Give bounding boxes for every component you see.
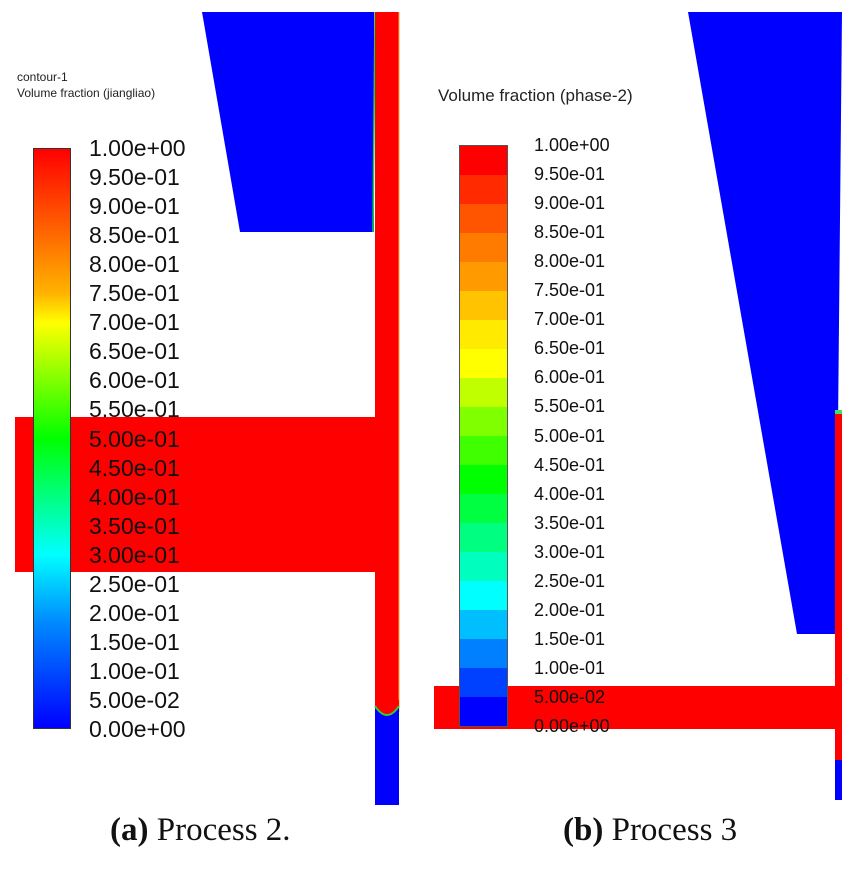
panel-a-contour-geometry (15, 11, 400, 805)
panel-a-colorbar-label: 9.00e-01 (89, 193, 180, 220)
panel-a-colorbar-title: Volume fraction (jiangliao) (17, 86, 156, 100)
caption-b-letter: (b) (563, 812, 604, 848)
panel-a-colorbar-label: 0.00e+00 (89, 716, 186, 742)
panel-b-colorbar-band (460, 175, 507, 204)
panel-a-colorbar-label: 3.50e-01 (89, 512, 180, 539)
panel-b-colorbar-band (460, 552, 507, 581)
panel-a-colorbar-label: 5.50e-01 (89, 396, 180, 423)
panel-b-colorbar-band (460, 146, 507, 175)
panel-b-colorbar-label: 0.00e+00 (534, 716, 610, 736)
panel-a-blue-channel (375, 708, 399, 805)
panel-a-colorbar-label: 2.00e-01 (89, 599, 180, 626)
panel-a-colorbar-label: 5.00e-01 (89, 425, 180, 452)
panel-b-colorbar-label: 2.00e-01 (534, 599, 606, 620)
panel-b-colorbar-label: 2.50e-01 (534, 570, 606, 591)
panel-b-colorbar-band (460, 349, 507, 378)
panel-b-colorbar-band (460, 407, 507, 436)
panel-b-colorbar-band (460, 668, 507, 697)
panel-a-colorbar-label: 2.50e-01 (89, 570, 180, 597)
panel-b-colorbar-label: 5.00e-01 (534, 425, 606, 446)
panel-b-colorbar-band (460, 320, 507, 349)
panel-b-colorbar (459, 145, 508, 727)
panel-b-colorbar-band (460, 378, 507, 407)
panel-b-colorbar-band (460, 262, 507, 291)
panel-b-colorbar-band (460, 465, 507, 494)
panel-a-colorbar-label: 5.00e-02 (89, 686, 180, 713)
panel-b-colorbar-label: 7.00e-01 (534, 309, 606, 330)
panel-b-colorbar-label: 8.00e-01 (534, 251, 606, 272)
panel-b-colorbar-band (460, 639, 507, 668)
panel-b-colorbar-label: 9.50e-01 (534, 164, 606, 185)
panel-b-contour-geometry (434, 12, 842, 800)
panel-a-colorbar-label: 7.50e-01 (89, 280, 180, 307)
caption-a: (a) Process 2. (110, 812, 291, 849)
panel-b-colorbar-label: 8.50e-01 (534, 222, 606, 243)
panel-a-colorbar-label: 4.00e-01 (89, 483, 180, 510)
panel-a-colorbar-label: 7.00e-01 (89, 309, 180, 336)
panel-b-colorbar-label: 1.00e+00 (534, 135, 610, 155)
panel-b-colorbar-band (460, 610, 507, 639)
panel-b-colorbar-label: 3.50e-01 (534, 512, 606, 533)
caption-a-letter: (a) (110, 812, 149, 848)
panel-b-blue-channel (835, 760, 842, 800)
panel-a-colorbar (33, 148, 71, 729)
panel-b-red-channel (835, 413, 842, 760)
panel-b-colorbar-band (460, 494, 507, 523)
panel-b-colorbar-band (460, 291, 507, 320)
panel-a-colorbar-label: 6.00e-01 (89, 367, 180, 394)
panel-b-colorbar-band (460, 697, 507, 726)
panel-b-colorbar-band (460, 523, 507, 552)
panel-a-colorbar-label: 4.50e-01 (89, 454, 180, 481)
panel-b-colorbar-label: 6.50e-01 (534, 338, 606, 359)
panel-b-blue-region (688, 12, 842, 634)
panel-b-colorbar-label: 6.00e-01 (534, 367, 606, 388)
panel-a-colorbar-label: 3.00e-01 (89, 541, 180, 568)
panel-a-colorbar-label: 1.00e+00 (89, 135, 186, 161)
caption-b: (b) Process 3 (563, 812, 737, 849)
panel-b-colorbar-title: Volume fraction (phase-2) (438, 86, 633, 105)
panel-a-colorbar-label: 8.50e-01 (89, 222, 180, 249)
panel-b-colorbar-band (460, 436, 507, 465)
panel-a-blue-region (202, 12, 374, 232)
panel-b-colorbar-label: 9.00e-01 (534, 193, 606, 214)
panel-b-colorbar-label: 1.50e-01 (534, 628, 606, 649)
panel-a-colorbar-label: 1.00e-01 (89, 657, 180, 684)
panel-a-colorbar-label: 9.50e-01 (89, 164, 180, 191)
panel-b-colorbar-band (460, 233, 507, 262)
panel-b-colorbar-label: 5.00e-02 (534, 686, 606, 707)
panel-b-colorbar-label: 7.50e-01 (534, 280, 606, 301)
panel-a-process-2: contour-1 Volume fraction (jiangliao) 1.… (0, 0, 420, 810)
panel-a-red-channel (375, 12, 399, 712)
panel-a-colorbar-label: 6.50e-01 (89, 338, 180, 365)
panel-a-colorbar-label: 1.50e-01 (89, 628, 180, 655)
panel-b-colorbar-band (460, 204, 507, 233)
panel-b-colorbar-label: 4.50e-01 (534, 454, 606, 475)
caption-b-text: Process 3 (603, 812, 738, 848)
caption-a-text: Process 2. (148, 812, 291, 848)
panel-a-contour-name: contour-1 (17, 70, 68, 84)
panel-b-colorbar-label: 5.50e-01 (534, 396, 606, 417)
panel-b-colorbar-label: 1.00e-01 (534, 657, 606, 678)
panel-b-colorbar-label: 4.00e-01 (534, 483, 606, 504)
panel-b-colorbar-band (460, 581, 507, 610)
panel-b-colorbar-label: 3.00e-01 (534, 541, 606, 562)
panel-a-colorbar-label: 8.00e-01 (89, 251, 180, 278)
panel-b-process-3: Volume fraction (phase-2) 1.00e+00 9.50e-… (434, 12, 842, 800)
panel-a-red-bar (15, 417, 377, 572)
